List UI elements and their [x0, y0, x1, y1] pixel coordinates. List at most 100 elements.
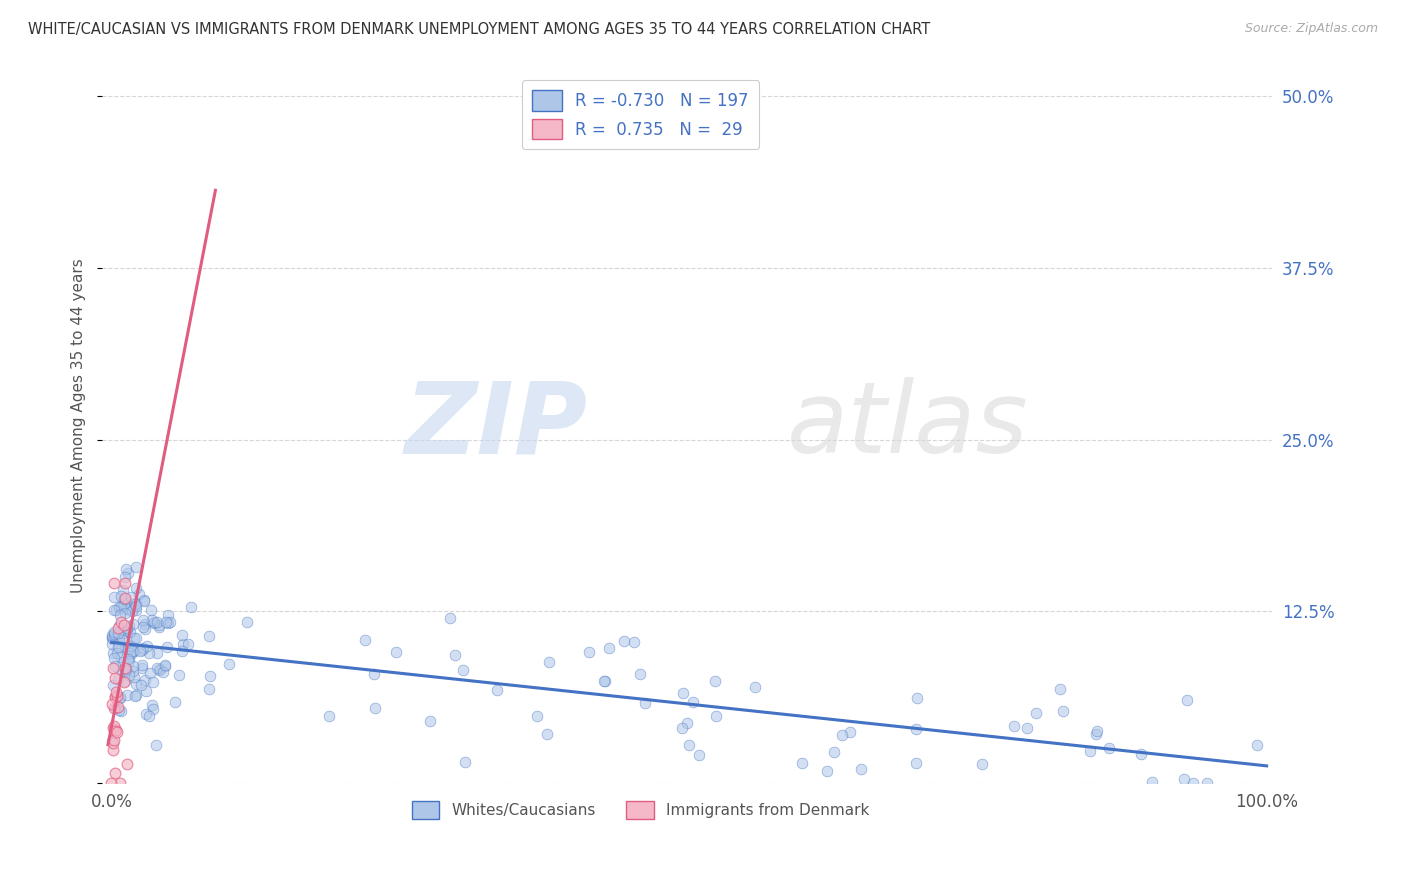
Point	[122, 632, 145, 646]
Point	[101, 661, 124, 675]
Point	[101, 628, 124, 642]
Point	[104, 658, 127, 673]
Point	[110, 690, 132, 704]
Text: Source: ZipAtlas.com: Source: ZipAtlas.com	[1244, 22, 1378, 36]
Point	[1015, 721, 1038, 735]
Point	[592, 673, 614, 688]
Point	[134, 616, 156, 631]
Point	[115, 623, 138, 637]
Point	[111, 663, 134, 677]
Point	[103, 575, 125, 590]
Point	[145, 646, 167, 660]
Point	[104, 700, 127, 714]
Point	[419, 714, 441, 728]
Point	[128, 644, 150, 658]
Point	[1129, 747, 1152, 761]
Point	[108, 703, 131, 717]
Point	[101, 743, 124, 757]
Point	[114, 575, 136, 590]
Point	[118, 619, 141, 633]
Point	[104, 765, 127, 780]
Point	[122, 644, 145, 658]
Point	[110, 600, 132, 615]
Point	[111, 656, 134, 670]
Point	[1025, 706, 1047, 721]
Point	[110, 704, 132, 718]
Point	[1049, 681, 1071, 696]
Point	[114, 674, 136, 689]
Point	[120, 639, 142, 653]
Point	[135, 684, 157, 698]
Point	[364, 701, 387, 715]
Point	[454, 755, 477, 769]
Point	[120, 625, 142, 640]
Point	[101, 631, 124, 645]
Point	[634, 696, 657, 710]
Point	[111, 626, 134, 640]
Point	[671, 721, 693, 735]
Point	[163, 695, 186, 709]
Text: ZIP: ZIP	[405, 377, 588, 475]
Point	[104, 671, 127, 685]
Point	[124, 582, 146, 596]
Point	[121, 616, 143, 631]
Point	[114, 642, 136, 657]
Point	[790, 756, 813, 770]
Point	[131, 658, 153, 673]
Point	[110, 650, 132, 665]
Point	[124, 598, 146, 612]
Point	[101, 736, 124, 750]
Point	[159, 615, 181, 630]
Point	[118, 654, 141, 668]
Point	[613, 633, 636, 648]
Point	[139, 603, 162, 617]
Point	[103, 627, 125, 641]
Point	[111, 623, 134, 637]
Text: WHITE/CAUCASIAN VS IMMIGRANTS FROM DENMARK UNEMPLOYMENT AMONG AGES 35 TO 44 YEAR: WHITE/CAUCASIAN VS IMMIGRANTS FROM DENMA…	[28, 22, 931, 37]
Point	[148, 663, 170, 677]
Point	[110, 589, 132, 603]
Point	[1084, 727, 1107, 741]
Point	[146, 615, 169, 629]
Point	[108, 618, 131, 632]
Point	[688, 748, 710, 763]
Point	[115, 756, 138, 771]
Point	[104, 603, 127, 617]
Point	[1098, 741, 1121, 756]
Point	[970, 757, 993, 772]
Point	[149, 662, 172, 676]
Point	[135, 706, 157, 721]
Point	[678, 738, 700, 752]
Point	[138, 709, 160, 723]
Point	[114, 591, 136, 605]
Point	[114, 597, 136, 611]
Point	[385, 645, 408, 659]
Point	[1175, 693, 1198, 707]
Point	[115, 621, 138, 635]
Point	[363, 667, 385, 681]
Point	[107, 621, 129, 635]
Point	[120, 591, 142, 605]
Point	[132, 593, 155, 607]
Point	[536, 727, 558, 741]
Point	[145, 738, 167, 752]
Point	[823, 745, 845, 759]
Point	[125, 677, 148, 691]
Point	[180, 600, 202, 615]
Point	[107, 639, 129, 653]
Point	[148, 618, 170, 632]
Point	[1140, 775, 1163, 789]
Point	[623, 635, 645, 649]
Point	[114, 606, 136, 620]
Point	[905, 690, 928, 705]
Point	[105, 646, 128, 660]
Point	[593, 673, 616, 688]
Point	[451, 663, 474, 677]
Point	[537, 655, 560, 669]
Point	[115, 688, 138, 702]
Legend: Whites/Caucasians, Immigrants from Denmark: Whites/Caucasians, Immigrants from Denma…	[405, 795, 876, 825]
Point	[103, 719, 125, 733]
Point	[117, 566, 139, 580]
Point	[125, 631, 148, 645]
Point	[121, 644, 143, 658]
